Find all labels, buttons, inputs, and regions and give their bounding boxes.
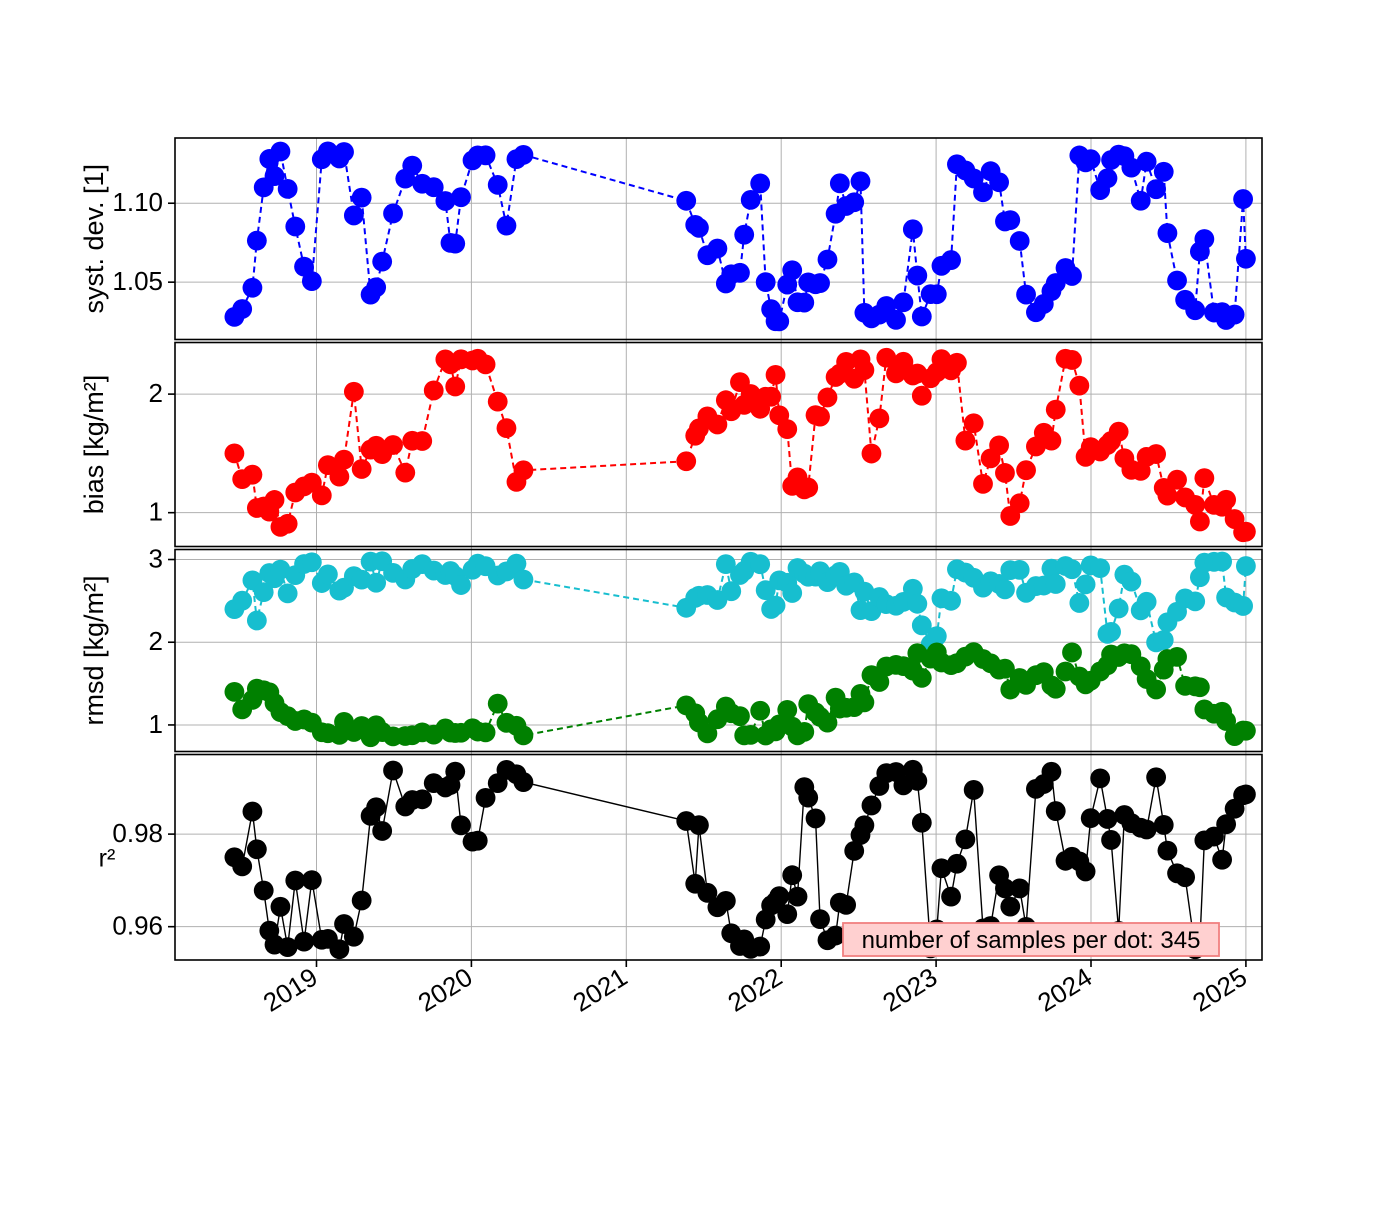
svg-text:2: 2 — [149, 626, 163, 656]
svg-text:0.96: 0.96 — [112, 911, 163, 941]
svg-text:2: 2 — [149, 378, 163, 408]
svg-text:number of samples per dot: 345: number of samples per dot: 345 — [862, 927, 1201, 954]
svg-text:1: 1 — [149, 709, 163, 739]
svg-text:1.05: 1.05 — [112, 266, 163, 296]
svg-text:bias [kg/m²]: bias [kg/m²] — [79, 375, 109, 515]
svg-text:r²: r² — [99, 844, 116, 872]
svg-text:syst. dev. [1]: syst. dev. [1] — [79, 164, 109, 314]
svg-text:1.10: 1.10 — [112, 187, 163, 217]
svg-text:1: 1 — [149, 497, 163, 527]
svg-text:rmsd [kg/m²]: rmsd [kg/m²] — [79, 575, 109, 725]
svg-text:0.98: 0.98 — [112, 818, 163, 848]
svg-text:3: 3 — [149, 544, 163, 574]
